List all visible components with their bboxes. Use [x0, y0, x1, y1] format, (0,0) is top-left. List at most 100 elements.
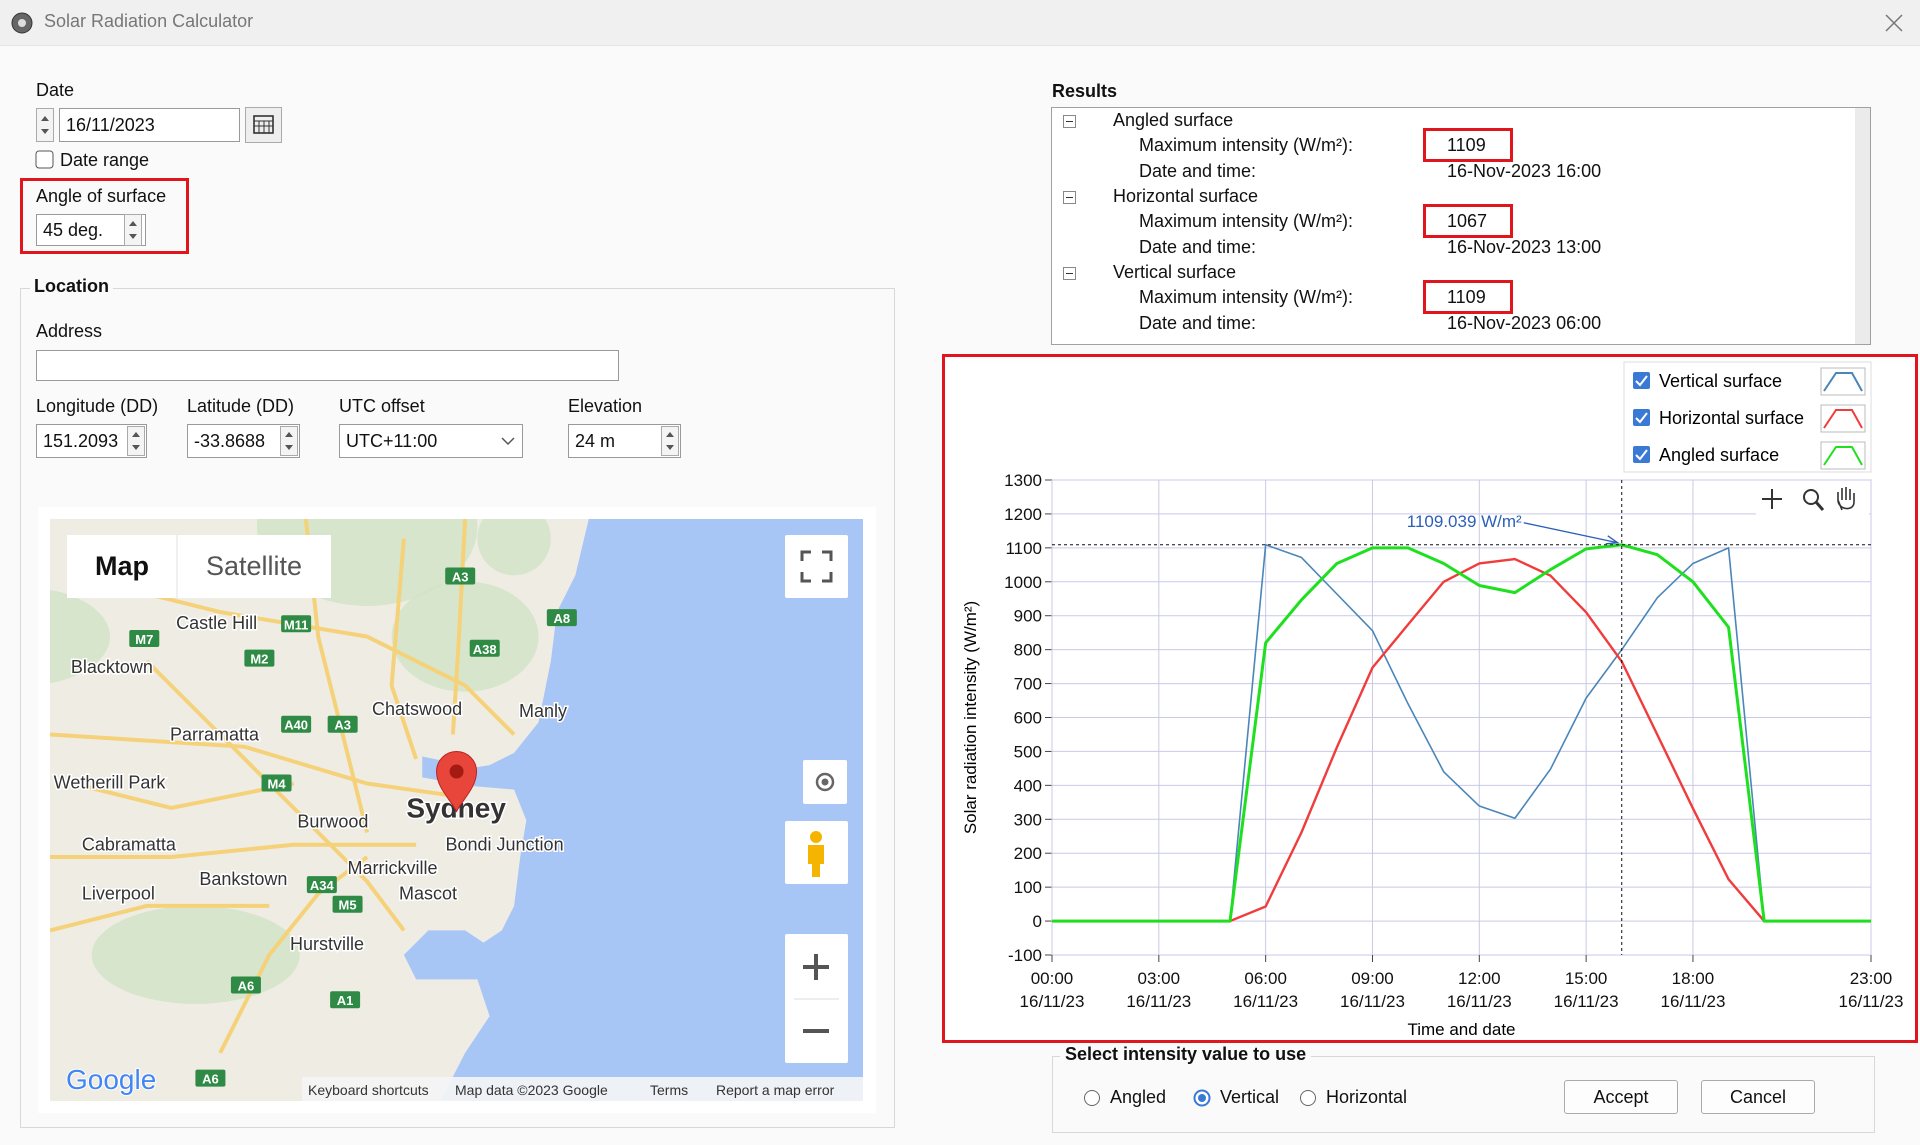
highlight-box — [1423, 280, 1513, 314]
road-shield: A3 — [327, 715, 358, 733]
field-label: UTC offset — [339, 396, 425, 416]
y-tick-label: 100 — [1014, 878, 1042, 897]
select-group — [1052, 1056, 1875, 1133]
shield-bg — [261, 774, 292, 792]
fullscreen-button[interactable] — [785, 535, 848, 598]
map-tab[interactable]: Map — [95, 551, 149, 581]
radio-label[interactable]: Horizontal — [1326, 1087, 1408, 1107]
place-label: Bankstown — [199, 869, 287, 889]
park — [477, 519, 551, 576]
spin-up — [132, 432, 140, 437]
map-footer-link[interactable]: Report a map error — [716, 1082, 835, 1098]
road-shield: A40 — [281, 715, 312, 733]
field-input[interactable]: UTC+11:00 — [339, 424, 523, 458]
max-label: Maximum intensity (W/m²): — [1139, 211, 1354, 231]
pin-body — [436, 751, 478, 813]
road-shield: M7 — [129, 630, 160, 648]
road — [50, 903, 270, 933]
map-footer-link[interactable]: Terms — [650, 1082, 688, 1098]
max-value: 1109 — [1447, 135, 1486, 155]
map-footer-link[interactable]: Map data ©2023 Google — [455, 1082, 608, 1098]
legend-check — [1635, 375, 1648, 387]
shield-bg — [546, 609, 577, 627]
locate-icon — [815, 772, 835, 792]
road — [218, 855, 369, 1054]
map-tabs — [67, 535, 331, 598]
date-input[interactable]: 16/11/2023 — [59, 108, 240, 142]
close-icon[interactable] — [1885, 14, 1903, 32]
hand-icon[interactable] — [1837, 487, 1855, 511]
radio-circle[interactable] — [1084, 1090, 1100, 1106]
field-label: Elevation — [568, 396, 643, 416]
road-shield: A34 — [306, 876, 337, 894]
spin-up — [41, 116, 49, 121]
y-tick-label: 0 — [1033, 912, 1042, 931]
radio-label[interactable]: Vertical — [1220, 1087, 1280, 1107]
radio-label[interactable]: Angled — [1110, 1087, 1167, 1107]
zoom-in — [803, 954, 829, 980]
shield-bg — [129, 630, 160, 648]
location-group — [20, 288, 895, 1128]
radio-circle[interactable] — [1300, 1090, 1316, 1106]
location-title: Location — [30, 276, 113, 297]
shield-label: A3 — [334, 718, 351, 733]
place-label: Wetherill Park — [54, 772, 167, 792]
dropdown-arrow — [501, 437, 515, 446]
map-pin — [436, 751, 478, 813]
locate-dot — [821, 778, 829, 786]
map-footer — [302, 1077, 863, 1101]
field-input-text: 151.2093 — [43, 431, 119, 451]
address-input[interactable] — [36, 350, 619, 381]
zoom-handle — [1814, 501, 1825, 511]
place-label: Liverpool — [82, 884, 155, 904]
time-label: Date and time: — [1139, 237, 1257, 257]
highlight-box — [1423, 204, 1513, 238]
shield-bg — [332, 895, 363, 913]
road — [145, 659, 406, 932]
water — [403, 519, 863, 1101]
spinner-frame[interactable] — [36, 108, 54, 142]
spinner-frame[interactable] — [661, 426, 679, 456]
shield-bg — [330, 991, 361, 1009]
calendar-grid — [254, 120, 273, 133]
spinner-frame[interactable] — [127, 426, 145, 456]
checkbox[interactable] — [35, 150, 54, 169]
chevron[interactable] — [501, 437, 515, 446]
legend-swatch — [1823, 372, 1863, 392]
shield-bg — [445, 567, 476, 585]
map-footer-link[interactable]: Keyboard shortcuts — [308, 1082, 429, 1098]
x-tick-label: 03:00 16/11/23 — [1126, 969, 1192, 1011]
field-label: Latitude (DD) — [187, 396, 295, 416]
spinner-frame[interactable] — [124, 214, 142, 246]
window-title: Solar Radiation Calculator — [44, 11, 254, 31]
legend-check — [1635, 449, 1648, 461]
shield-label: A38 — [473, 642, 497, 657]
shield-bg — [306, 876, 337, 894]
spinner — [36, 108, 54, 142]
zoom-icon[interactable] — [1803, 489, 1819, 505]
fullscreen-icon — [800, 550, 833, 583]
pan-cross-icon[interactable] — [1762, 489, 1782, 509]
y-tick-label: 400 — [1014, 776, 1042, 795]
button[interactable]: Cancel — [1701, 1080, 1815, 1114]
group-name: Vertical surface — [1113, 262, 1237, 282]
max-value: 1109 — [1447, 287, 1486, 307]
y-tick-label: 700 — [1014, 675, 1042, 694]
y-tick-label: 1300 — [1004, 471, 1042, 490]
y-tick-label: 600 — [1014, 709, 1042, 728]
road-shield: A3 — [445, 567, 476, 585]
place-label: Chatswood — [372, 699, 462, 719]
y-axis-label: Solar radiation intensity (W/m²) — [961, 601, 980, 834]
button[interactable]: Accept — [1564, 1080, 1678, 1114]
legend-label: Vertical surface — [1659, 371, 1782, 391]
group-name: Angled surface — [1113, 110, 1234, 130]
radio — [1084, 1090, 1100, 1106]
y-tick-label: 800 — [1014, 641, 1042, 660]
road — [50, 842, 417, 859]
map-tab[interactable]: Satellite — [206, 551, 302, 581]
pegman-head — [810, 831, 822, 843]
place-label: Parramatta — [170, 725, 260, 745]
field-input-text: -33.8688 — [194, 431, 266, 451]
spinner-frame[interactable] — [280, 426, 298, 456]
